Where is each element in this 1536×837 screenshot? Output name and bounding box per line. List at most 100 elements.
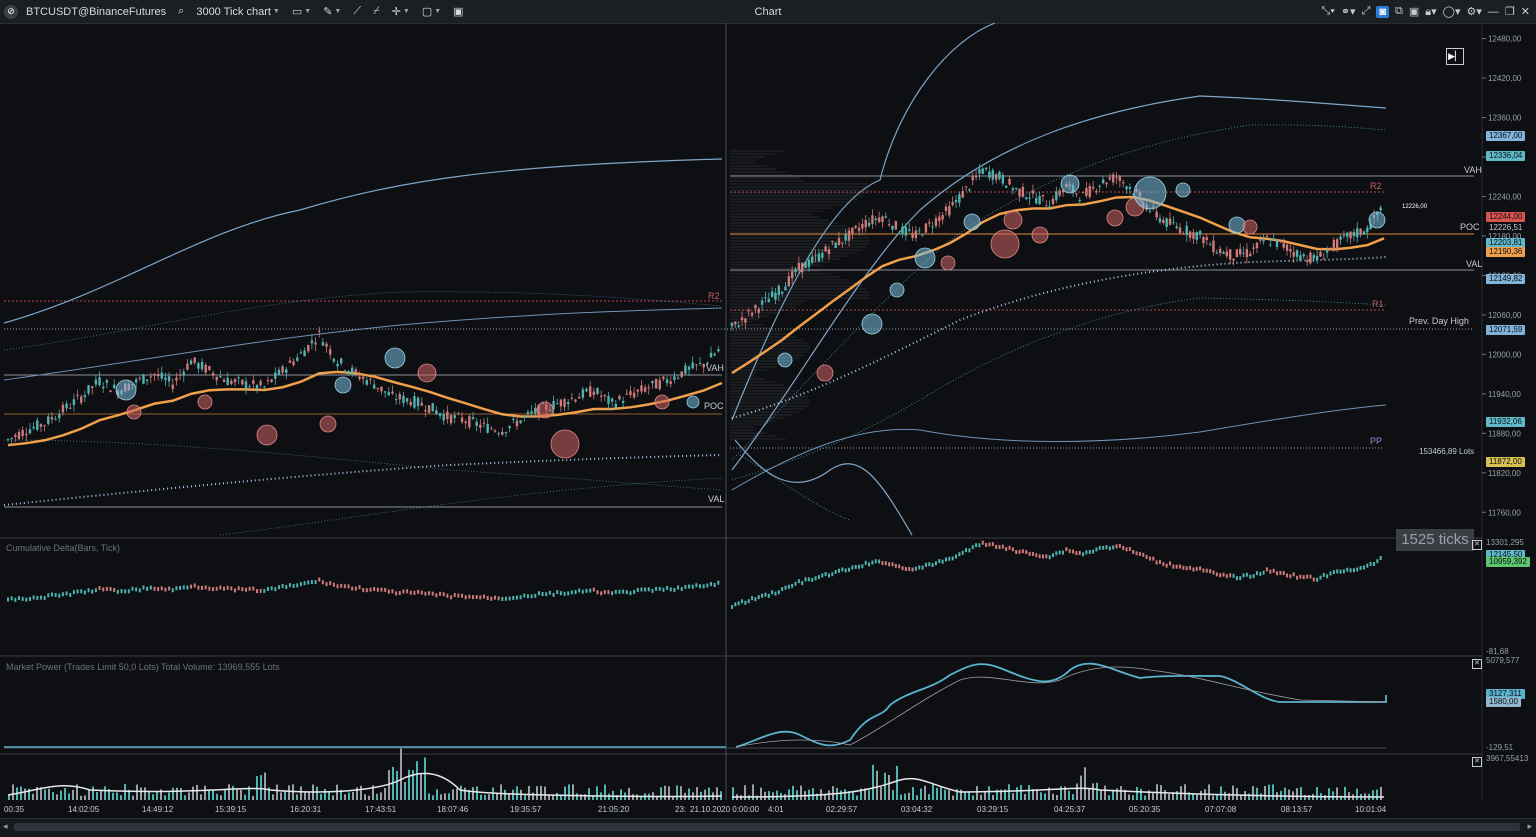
candle-body (1352, 231, 1356, 237)
tools-icon[interactable]: ⤡▾ (1321, 5, 1335, 17)
symbol-selector[interactable]: BTCUSDT@BinanceFutures (22, 2, 170, 21)
volume-profile-bar (730, 288, 867, 290)
cvd-bar (157, 587, 160, 592)
volume-bar (196, 784, 198, 800)
volume-bar (1272, 784, 1274, 800)
chart-area[interactable]: R2 VAH POC VAL VAH R2 POC VAL R1 Prev. D… (0, 23, 1536, 823)
cvd-bar (72, 590, 75, 595)
close-icon[interactable]: ✕ (1520, 6, 1530, 18)
volume-bar (1128, 794, 1130, 800)
buy-volume-bubble (889, 282, 905, 298)
cvd-bar (901, 566, 904, 571)
candle-body (1122, 182, 1125, 184)
val-label-day1: VAL (708, 494, 724, 504)
cvd-bar (559, 591, 562, 596)
volume-bar (92, 786, 94, 800)
restore-icon[interactable]: ❐ (1504, 6, 1515, 18)
cvd-bar (1078, 551, 1081, 556)
buy-volume-bubble (1228, 216, 1246, 234)
candle-body (592, 391, 596, 396)
volume-bar (252, 795, 254, 800)
cvd-bar (1255, 571, 1258, 576)
candle-body (1075, 193, 1078, 195)
candle-body (1021, 186, 1025, 197)
cvd-bar (807, 577, 810, 582)
color-circle-icon[interactable]: ◯▾ (1442, 6, 1461, 18)
horizontal-scrollbar[interactable]: ◂ ▸ (0, 818, 1536, 837)
volume-bar (276, 784, 278, 800)
layout-icon[interactable]: ▣ (453, 6, 464, 18)
cvd-bar (625, 590, 628, 595)
volume-bar (732, 787, 734, 800)
candle-body (479, 424, 482, 428)
link-icon[interactable]: ⚭▾ (1340, 6, 1356, 18)
volume-bar (268, 787, 270, 800)
candle-body (248, 386, 251, 388)
search-icon[interactable]: ⌕ (178, 5, 185, 17)
maximize-alt-icon[interactable]: ▣ (1408, 6, 1420, 18)
candle-body (964, 186, 968, 188)
volume-bar (1224, 791, 1226, 800)
volume-bar (952, 795, 954, 800)
chart-type-icon[interactable]: ▭ ▼ (291, 6, 312, 18)
draw-pen-icon[interactable]: ✎ ▼ (323, 6, 342, 18)
candle-body (427, 405, 431, 413)
cvd-bar (493, 595, 496, 600)
volume-bar (64, 788, 66, 800)
cvd-bar (43, 596, 46, 601)
interval-selector[interactable]: 3000 Tick chart ▼ (192, 2, 284, 21)
crosshair-icon[interactable]: ✛ ▼ (391, 6, 410, 18)
trendline-icon[interactable]: ⟋ (353, 5, 362, 17)
volume-profile-bar (730, 171, 786, 173)
candle-body (405, 398, 409, 402)
scroll-left-icon[interactable]: ◂ (3, 821, 8, 831)
scroll-right-icon[interactable]: ▸ (1527, 821, 1532, 831)
candle-body (519, 420, 522, 424)
candle-body (1098, 186, 1101, 188)
candle-body (941, 215, 944, 220)
candle-body (585, 388, 588, 392)
close-icon[interactable]: ✕ (1472, 659, 1482, 669)
candle-body (1309, 252, 1312, 264)
candle-body (83, 395, 87, 398)
candle-body (687, 366, 691, 370)
lock-icon[interactable]: 🔒︎▾ (1425, 5, 1437, 18)
candle-body (237, 377, 240, 379)
templates-icon[interactable]: ▢ ▼ (421, 6, 442, 18)
scroll-to-end-icon[interactable]: ▶▏ (1446, 48, 1464, 65)
fib-tool-icon[interactable]: ⌿ (373, 5, 380, 17)
cvd-bar (69, 592, 72, 597)
cvd-bar (245, 587, 247, 592)
volume-bar (1036, 789, 1038, 800)
volume-bar (176, 787, 178, 800)
volume-bar (1072, 794, 1074, 800)
app-logo-icon[interactable]: ⊘ (4, 4, 18, 19)
minimize-icon[interactable]: — (1487, 5, 1499, 18)
close-icon[interactable]: ✕ (1472, 757, 1482, 767)
window-icon[interactable]: ⧉ (1395, 5, 1403, 17)
candle-body (1195, 231, 1198, 240)
volume-bar (172, 787, 174, 800)
volume-bar (1200, 790, 1202, 800)
candle-body (834, 242, 837, 248)
cvd-bar (515, 595, 518, 600)
camera-icon[interactable]: ◙ (1376, 5, 1390, 18)
candle-body (1285, 244, 1289, 251)
settings-icon[interactable]: ⚙▾ (1466, 6, 1482, 18)
time-tick-label: 05:20:35 (1129, 805, 1161, 814)
cvd-bar (1269, 569, 1272, 574)
candle-body (336, 363, 339, 367)
scroll-thumb[interactable] (14, 823, 1520, 831)
chart-canvas[interactable]: R2 VAH POC VAL VAH R2 POC VAL R1 Prev. D… (0, 23, 1536, 823)
volume-bar (584, 794, 586, 800)
price-badge: 12336,04 (1486, 151, 1526, 162)
cvd-bar (358, 585, 361, 590)
cvd-bar (1155, 560, 1158, 565)
cvd-bar (1182, 565, 1185, 570)
close-icon[interactable]: ✕ (1472, 540, 1482, 550)
clone-icon[interactable]: ⤢ (1361, 5, 1371, 17)
volume-bar (996, 789, 998, 800)
volume-profile-bar (730, 405, 808, 407)
cvd-bar (1209, 569, 1212, 574)
volume-bar (220, 795, 222, 800)
